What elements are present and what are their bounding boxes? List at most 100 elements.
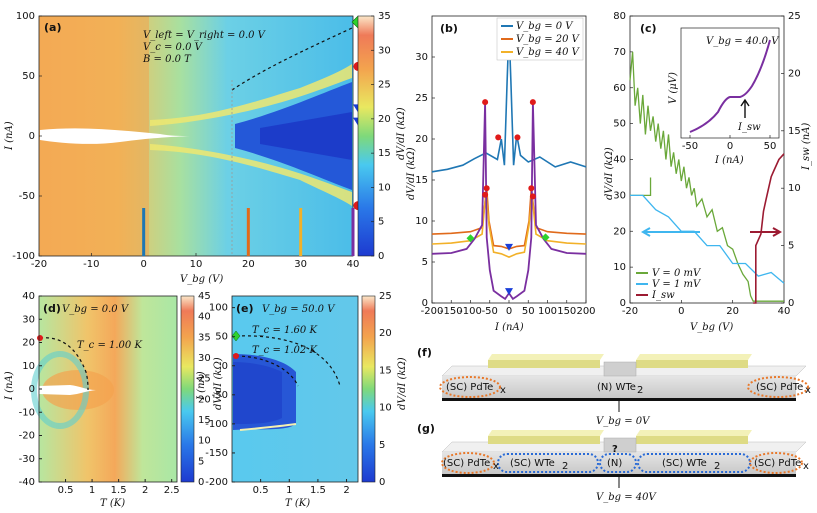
panel-d-cbar-tick-label: 30 [198,353,211,364]
panel-f-label: (f) [417,346,432,359]
panel-b-xtick-label: 200 [576,306,595,317]
panel-a-cbar-tick-label: 5 [378,217,384,228]
panel-b-peak-dot [495,134,502,141]
panel-a-colorbar-ticks: 35 30 25 20 15 10 5 0 [371,11,391,262]
panel-a-xtick-label: -10 [83,259,99,270]
panel-e-ytick-label: 0 [222,361,228,372]
panel-f-center-block [603,361,637,377]
panel-g-sc1-text: (SC) WTe [510,458,555,469]
panel-a-ytick-label: 50 [22,71,35,82]
panel-b-xtick-label: 100 [538,306,557,317]
panel-c-ytick2-label: 10 [788,183,801,194]
panel-d-xtick-label: 1 [89,485,95,496]
panel-d-white-streak [39,385,96,395]
panel-f-slab [442,376,796,398]
panel-g-sc1-box [497,453,599,473]
panel-e-ytick-label: -150 [205,448,228,459]
panel-b-label: (b) [440,22,458,35]
panel-c-ytick-label: 70 [613,47,626,58]
panel-e-cbar-tick-label: 15 [379,365,392,376]
panel-c-label: (c) [640,22,657,35]
panel-c-legend-1mv: V = 1 mV [652,279,702,290]
panel-a-colorbar [357,15,375,257]
panel-e-ylabel: I (nA) [196,371,207,401]
panel-d-cbar-tick-label: 45 [198,291,211,302]
panel-c-inset-xlabel: I (nA) [714,155,744,166]
panel-d-ytick-label: 30 [22,314,35,325]
panel-b-ytick-label: 30 [415,52,428,63]
panel-g-gate: V_bg = 40V [596,492,657,503]
panel-c-inset-ylabel: V (μV) [668,72,679,104]
panel-d-cbar-tick-label: 35 [198,332,211,343]
panel-b-curves [431,28,587,301]
panel-c-ytick2-label: 5 [788,241,794,252]
panel-c-inset-xtick-label: 50 [764,141,777,152]
panel-b-xtick-label: -200 [421,306,444,317]
panel-g-sc2-box [637,453,751,473]
panel-b-diamond [541,233,550,242]
panel-b-legend-0v: V_bg = 0 V [516,21,574,32]
panel-a-xlabel: V_bg (V) [180,274,223,285]
panel-d-cbar-tick-label: 25 [198,374,211,385]
panel-g-slab [442,452,796,474]
panel-f-electrode-1-side [488,360,600,368]
panel-a-xtick-label: 0 [140,259,146,270]
panel-a-vertical-marker [246,208,250,256]
panel-d-ytick-label: 20 [22,338,35,349]
panel-b-triangle [505,243,513,251]
panel-b-ticks: -200-150-100 -50 0 50 100 150 200 0 5 10 15 20 25 30 [415,52,595,317]
panel-d: 0.5 1 1.5 2 2.5 40 30 20 10 0 -10 -20 -30 -40 (d) V_b… [4,291,224,509]
panel-b-ytick-label: 5 [422,257,428,268]
panel-g-n-text: (N) [607,458,622,469]
panel-c-ytick2-label: 20 [788,68,801,79]
panel-g-right-x: x [803,461,809,472]
panel-c-ytick2-label: 25 [788,11,801,22]
panel-g-left-ellipse [441,452,495,474]
panel-c-ytick-label: 0 [620,298,626,309]
panel-f-electrode-2-side [636,360,748,368]
panel-e-colorbar [361,295,376,483]
panel-a-cbar-tick-label: 10 [378,182,391,193]
panel-e-ytick-label: -200 [205,477,228,488]
panel-d-ylabel: I (nA) [4,371,15,401]
panel-b-diamond [466,234,475,243]
panel-c-ytick-label: 40 [613,155,626,166]
panel-a-cbar-tick-label: 15 [378,148,391,159]
panel-e-label: (e) [236,302,254,315]
panel-d-cbar-tick-label: 10 [198,436,211,447]
panel-e-ytick-label: 50 [215,332,228,343]
panel-d-xtick-label: 0.5 [58,485,74,496]
panel-e-colorbar-ticks: 25 20 15 10 5 0 [379,291,392,488]
panel-d-dashed-line [39,337,89,391]
panel-a-xtick-label: 30 [294,259,307,270]
panel-c-xtick-label: 40 [778,306,791,317]
panel-d-title: V_bg = 0.0 V [62,304,130,315]
panel-e-ytick-label: 100 [209,303,228,314]
panel-g-baseline [442,474,796,477]
panel-d-ytick-label: 40 [22,291,35,302]
panel-a-cbar-tick-label: 30 [378,45,391,56]
panel-b-series-20v [431,188,587,250]
panel-b-xtick-label: -50 [482,306,498,317]
panel-e-dark-core [233,362,282,424]
panel-a-upper-band [150,64,352,126]
panel-b-xtick-label: -100 [459,306,482,317]
panel-b-xtick-label: 0 [506,306,512,317]
panel-c-ylabel: dV/dI (kΩ) [604,147,615,200]
panel-c-inset-xtick-label: -50 [682,141,698,152]
panel-a-ann-vleft: V_left = V_right = 0.0 V [143,30,267,41]
panel-e-cbar-tick-label: 20 [379,328,392,339]
panel-c-ytick-label: 60 [613,83,626,94]
panel-a-xtick-label: 10 [190,259,203,270]
panel-c-xtick-label: 0 [678,306,684,317]
panel-d-ytick-label: -40 [19,477,35,488]
panel-f: (f) (SC) PdTe x (N) WTe 2 (SC) PdTe x V_… [417,346,811,427]
panel-a-cbar-tick-label: 25 [378,80,391,91]
panel-a-xtick-label: -20 [31,259,47,270]
panel-c-curves [629,51,785,304]
panel-e-ytick-label: -100 [205,419,228,430]
panel-c-series-0mv-start [630,177,652,197]
